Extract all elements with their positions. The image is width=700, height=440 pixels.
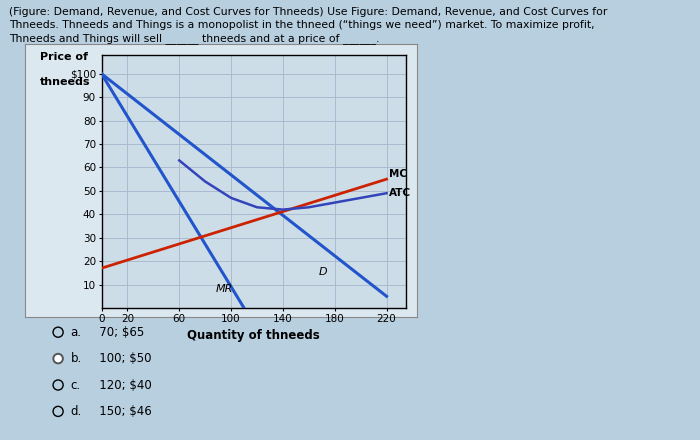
Text: thneeds: thneeds bbox=[40, 77, 91, 87]
Text: Thneeds and Things will sell ______ thneeds and at a price of ______.: Thneeds and Things will sell ______ thne… bbox=[9, 33, 379, 44]
Text: 150; $46: 150; $46 bbox=[88, 405, 151, 418]
Text: ATC: ATC bbox=[389, 187, 412, 198]
Text: D: D bbox=[319, 267, 328, 277]
Text: d.: d. bbox=[71, 405, 82, 418]
Text: a.: a. bbox=[71, 326, 82, 339]
Text: c.: c. bbox=[71, 378, 80, 392]
Text: (Figure: Demand, Revenue, and Cost Curves for Thneeds) Use Figure: Demand, Reven: (Figure: Demand, Revenue, and Cost Curve… bbox=[9, 7, 608, 17]
Text: MR: MR bbox=[216, 284, 233, 293]
Text: 120; $40: 120; $40 bbox=[88, 378, 151, 392]
Text: b.: b. bbox=[71, 352, 82, 365]
Text: Price of: Price of bbox=[40, 52, 88, 62]
Text: 100; $50: 100; $50 bbox=[88, 352, 151, 365]
X-axis label: Quantity of thneeds: Quantity of thneeds bbox=[188, 329, 320, 342]
Text: MC: MC bbox=[389, 169, 407, 179]
Text: Thneeds. Thneeds and Things is a monopolist in the thneed (“things we need”) mar: Thneeds. Thneeds and Things is a monopol… bbox=[9, 20, 595, 30]
Text: 70; $65: 70; $65 bbox=[88, 326, 144, 339]
